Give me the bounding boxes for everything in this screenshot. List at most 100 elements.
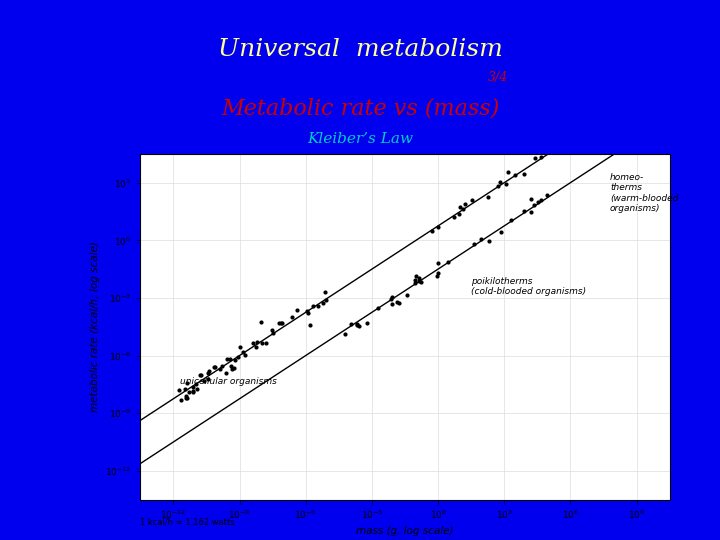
Point [202,368,214,377]
Point [518,170,530,178]
Point [535,196,546,205]
Point [251,338,263,347]
Point [433,258,444,267]
Point [320,288,331,296]
Point [518,207,529,215]
Point [187,388,199,396]
Point [216,362,228,370]
Point [174,386,185,394]
Point [386,299,397,308]
Point [194,370,205,379]
Text: Universal  metabolism: Universal metabolism [217,38,503,61]
Point [401,291,413,300]
Point [237,348,248,356]
Point [475,234,487,243]
Point [208,363,220,372]
Point [180,394,192,403]
Point [570,127,581,136]
Point [305,320,316,329]
Point [256,339,268,347]
Point [351,320,362,329]
Point [415,278,426,286]
Point [392,298,403,306]
Point [558,135,570,144]
Point [453,210,464,219]
Point [495,227,506,236]
Point [431,272,443,280]
Point [340,330,351,339]
Point [273,319,284,328]
Text: Metabolic rate vs (mass): Metabolic rate vs (mass) [221,97,499,119]
Text: 1 kcal/h = 1.162 watts: 1 kcal/h = 1.162 watts [140,517,235,526]
Point [410,272,422,280]
Point [526,195,537,204]
Point [266,326,278,334]
Point [525,207,536,216]
Text: 3/4: 3/4 [487,71,508,84]
Point [432,222,444,231]
Point [203,367,215,375]
Point [221,355,233,363]
Point [175,396,186,404]
Point [372,304,383,313]
Point [468,240,480,248]
Point [492,182,504,191]
Point [226,364,238,373]
Point [261,338,272,347]
Text: unicellular organisms: unicellular organisms [180,377,277,386]
Point [432,269,444,278]
Point [426,226,438,235]
Point [510,171,521,179]
Point [575,125,586,133]
Point [233,353,244,361]
Point [181,394,193,403]
Point [541,148,552,157]
Point [250,343,261,352]
Point [500,179,512,188]
Point [301,306,312,315]
X-axis label: mass (g, log scale): mass (g, log scale) [356,526,454,536]
Point [536,153,547,162]
Point [494,178,505,186]
Point [346,320,357,328]
Point [413,276,424,285]
Point [482,193,494,202]
Point [318,298,329,307]
Point [410,278,421,287]
Point [351,320,363,329]
Point [225,362,237,370]
Point [454,202,465,211]
Point [286,313,297,322]
Point [191,380,202,388]
Point [410,276,421,285]
Point [228,363,240,372]
Y-axis label: metabolic rate (kcal/h; log scale): metabolic rate (kcal/h; log scale) [89,241,99,412]
Text: poikilotherms
(cold-blooded organisms): poikilotherms (cold-blooded organisms) [471,276,586,296]
Point [195,371,207,380]
Point [210,363,221,372]
Point [307,301,319,310]
Point [541,191,552,199]
Point [215,365,226,374]
Point [467,195,478,204]
Point [179,385,191,394]
Point [225,354,236,363]
Point [187,387,199,396]
Text: homeo-
therms
(warm-blooded
organisms): homeo- therms (warm-blooded organisms) [610,173,678,213]
Point [292,306,303,314]
Point [528,201,540,210]
Point [361,319,373,327]
Point [353,322,364,330]
Point [503,167,514,176]
Point [267,329,279,338]
Point [459,200,471,209]
Point [385,295,397,304]
Point [275,318,287,327]
Point [442,258,454,266]
Point [582,117,594,126]
Point [199,376,210,385]
Point [554,147,565,156]
Point [320,296,332,305]
Point [302,308,314,317]
Point [202,375,214,383]
